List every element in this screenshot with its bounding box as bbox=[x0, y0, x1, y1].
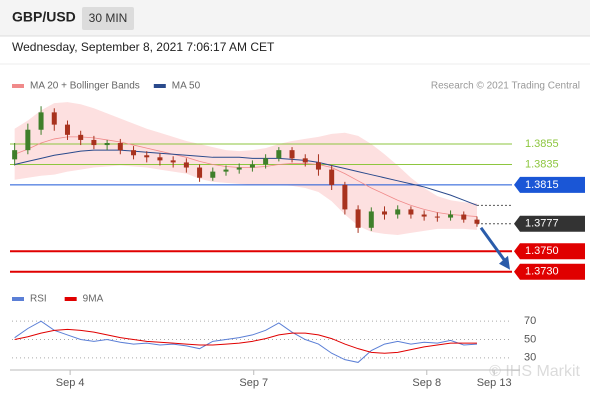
forecast-arrow bbox=[479, 226, 509, 265]
candle-body bbox=[210, 171, 216, 178]
candle-body bbox=[276, 150, 282, 159]
candle-body bbox=[223, 169, 229, 172]
candle-body bbox=[342, 184, 348, 210]
candle-body bbox=[249, 164, 255, 168]
candle-body bbox=[157, 157, 163, 161]
level-box bbox=[514, 243, 585, 260]
candle-body bbox=[51, 112, 57, 125]
candle-body bbox=[12, 150, 18, 160]
credit: Research © 2021 Trading Central bbox=[431, 81, 580, 92]
candle-body bbox=[448, 214, 454, 218]
level-label: 1.3750 bbox=[525, 245, 559, 257]
candle-body bbox=[474, 219, 480, 224]
candle-body bbox=[236, 167, 242, 170]
candle-body bbox=[315, 162, 321, 170]
candle-body bbox=[355, 209, 361, 228]
candle-body bbox=[183, 162, 189, 168]
y-tick-label: 70 bbox=[524, 315, 536, 327]
bollinger-band bbox=[14, 102, 477, 235]
candle-body bbox=[144, 155, 150, 158]
candle-body bbox=[408, 209, 414, 215]
x-tick-label: Sep 13 bbox=[477, 377, 512, 389]
level-label: 1.3777 bbox=[525, 218, 559, 230]
x-tick-label: Sep 4 bbox=[56, 377, 85, 389]
candle-body bbox=[434, 216, 440, 218]
y-tick-label: 30 bbox=[524, 352, 536, 364]
x-tick-label: Sep 7 bbox=[239, 377, 268, 389]
candle-body bbox=[263, 158, 269, 165]
candle-body bbox=[289, 150, 295, 159]
datetime: Wednesday, September 8, 2021 7:06:17 AM … bbox=[12, 40, 275, 54]
indicator-line bbox=[14, 320, 478, 363]
legend-label: MA 50 bbox=[172, 81, 201, 92]
candle-body bbox=[64, 124, 70, 135]
symbol: GBP/USD bbox=[12, 9, 76, 25]
level-box bbox=[514, 263, 585, 280]
watermark: © IHS Markit bbox=[489, 363, 580, 380]
candle-body bbox=[382, 211, 388, 215]
candle-body bbox=[329, 169, 335, 185]
forecast-arrowhead bbox=[499, 255, 510, 270]
candle-body bbox=[117, 143, 123, 151]
candle-body bbox=[25, 129, 31, 151]
level-label: 1.3835 bbox=[525, 158, 559, 170]
candle-body bbox=[91, 139, 97, 146]
candle-body bbox=[461, 214, 467, 220]
legend-label: RSI bbox=[30, 294, 47, 305]
level-box bbox=[514, 215, 585, 232]
y-tick-label: 50 bbox=[524, 333, 536, 345]
legend-swatch bbox=[12, 84, 24, 88]
candle-body bbox=[395, 209, 401, 215]
candle-body bbox=[38, 112, 44, 130]
x-tick-label: Sep 8 bbox=[412, 377, 441, 389]
candle-body bbox=[170, 160, 176, 163]
level-label: 1.3855 bbox=[525, 138, 559, 150]
candle-body bbox=[368, 211, 374, 228]
level-label: 1.3815 bbox=[525, 179, 559, 191]
candle-body bbox=[131, 150, 137, 156]
legend-label: MA 20 + Bollinger Bands bbox=[30, 81, 140, 92]
candle-body bbox=[421, 214, 427, 217]
candle-body bbox=[302, 158, 308, 163]
candle-body bbox=[78, 134, 84, 140]
ma-line bbox=[14, 136, 478, 217]
ma-line bbox=[14, 149, 478, 206]
candle-body bbox=[104, 143, 110, 146]
candle-body bbox=[197, 167, 203, 178]
interval[interactable]: 30 MIN bbox=[89, 11, 128, 25]
legend-swatch bbox=[64, 297, 77, 301]
legend-label: 9MA bbox=[83, 294, 104, 305]
legend-swatch bbox=[12, 297, 24, 301]
level-label: 1.3730 bbox=[525, 266, 559, 278]
indicator-line bbox=[14, 328, 477, 354]
legend-swatch bbox=[153, 84, 166, 88]
level-box bbox=[514, 176, 585, 193]
interval-box[interactable] bbox=[82, 7, 134, 30]
